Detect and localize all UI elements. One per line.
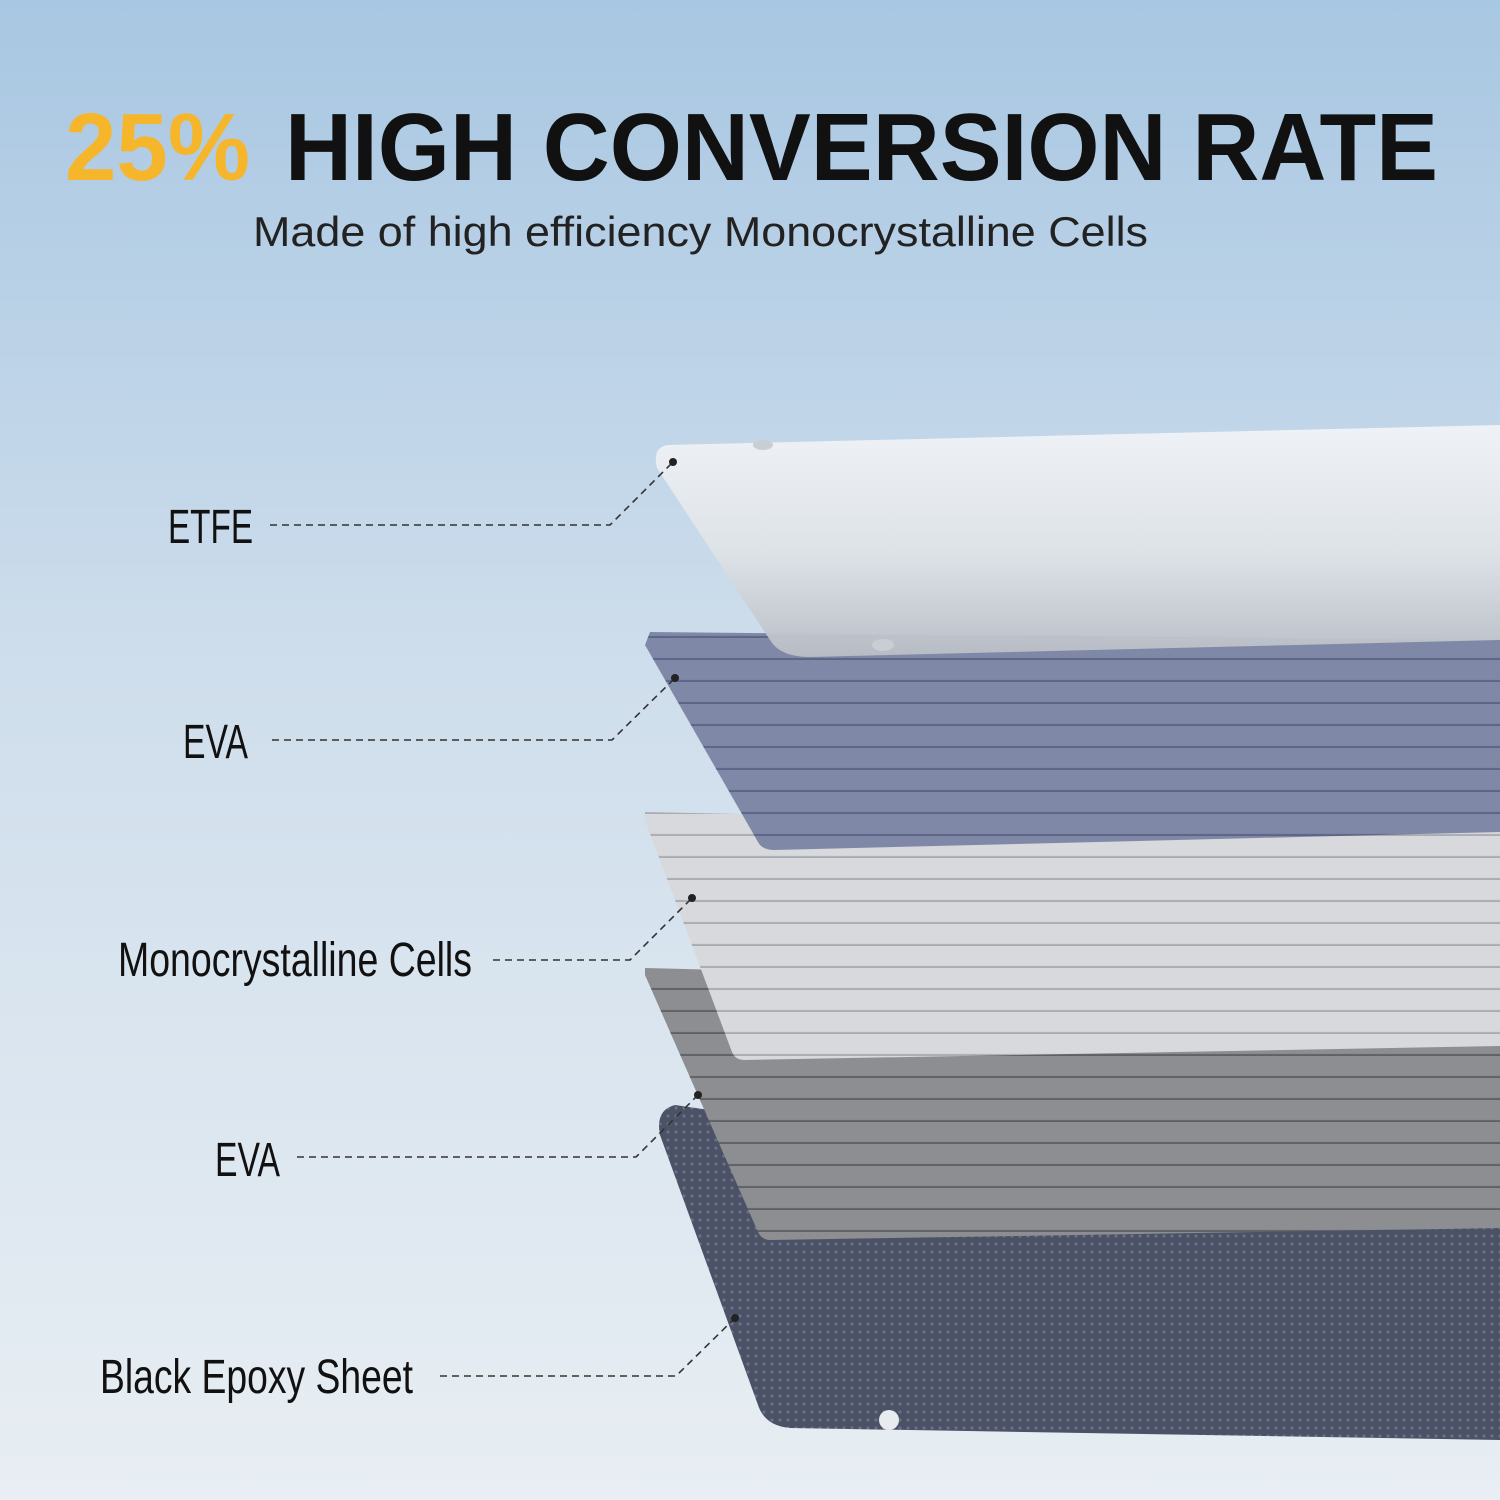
subtitle: Made of high efficiency Monocrystalline …	[253, 208, 1148, 255]
leader-dot	[688, 894, 696, 902]
layer-stack	[645, 425, 1500, 1440]
layer-label: Black Epoxy Sheet	[100, 1351, 413, 1404]
highlight: 25%	[65, 94, 250, 201]
grommet	[753, 440, 773, 450]
title: HIGH CONVERSION RATE	[285, 94, 1438, 201]
leaders	[270, 458, 739, 1377]
leader-dot	[731, 1314, 739, 1322]
eva-layer-upper	[645, 632, 1500, 850]
leader-line	[270, 461, 674, 526]
etfe-layer	[655, 425, 1500, 657]
leader-dot	[671, 674, 679, 682]
layer-label: Monocrystalline Cells	[118, 934, 472, 987]
layer-label: ETFE	[168, 501, 253, 554]
leader-dot	[694, 1091, 702, 1099]
layer-label: EVA	[215, 1134, 280, 1187]
leader-line	[297, 1094, 699, 1158]
leader-line	[272, 677, 676, 741]
layer-label: EVA	[183, 716, 248, 769]
leader-line	[493, 897, 693, 961]
grommet	[879, 1410, 899, 1430]
leader-dot	[669, 458, 677, 466]
grommet	[872, 639, 894, 651]
leader-line	[440, 1317, 736, 1377]
cells-layer	[645, 812, 1500, 1060]
